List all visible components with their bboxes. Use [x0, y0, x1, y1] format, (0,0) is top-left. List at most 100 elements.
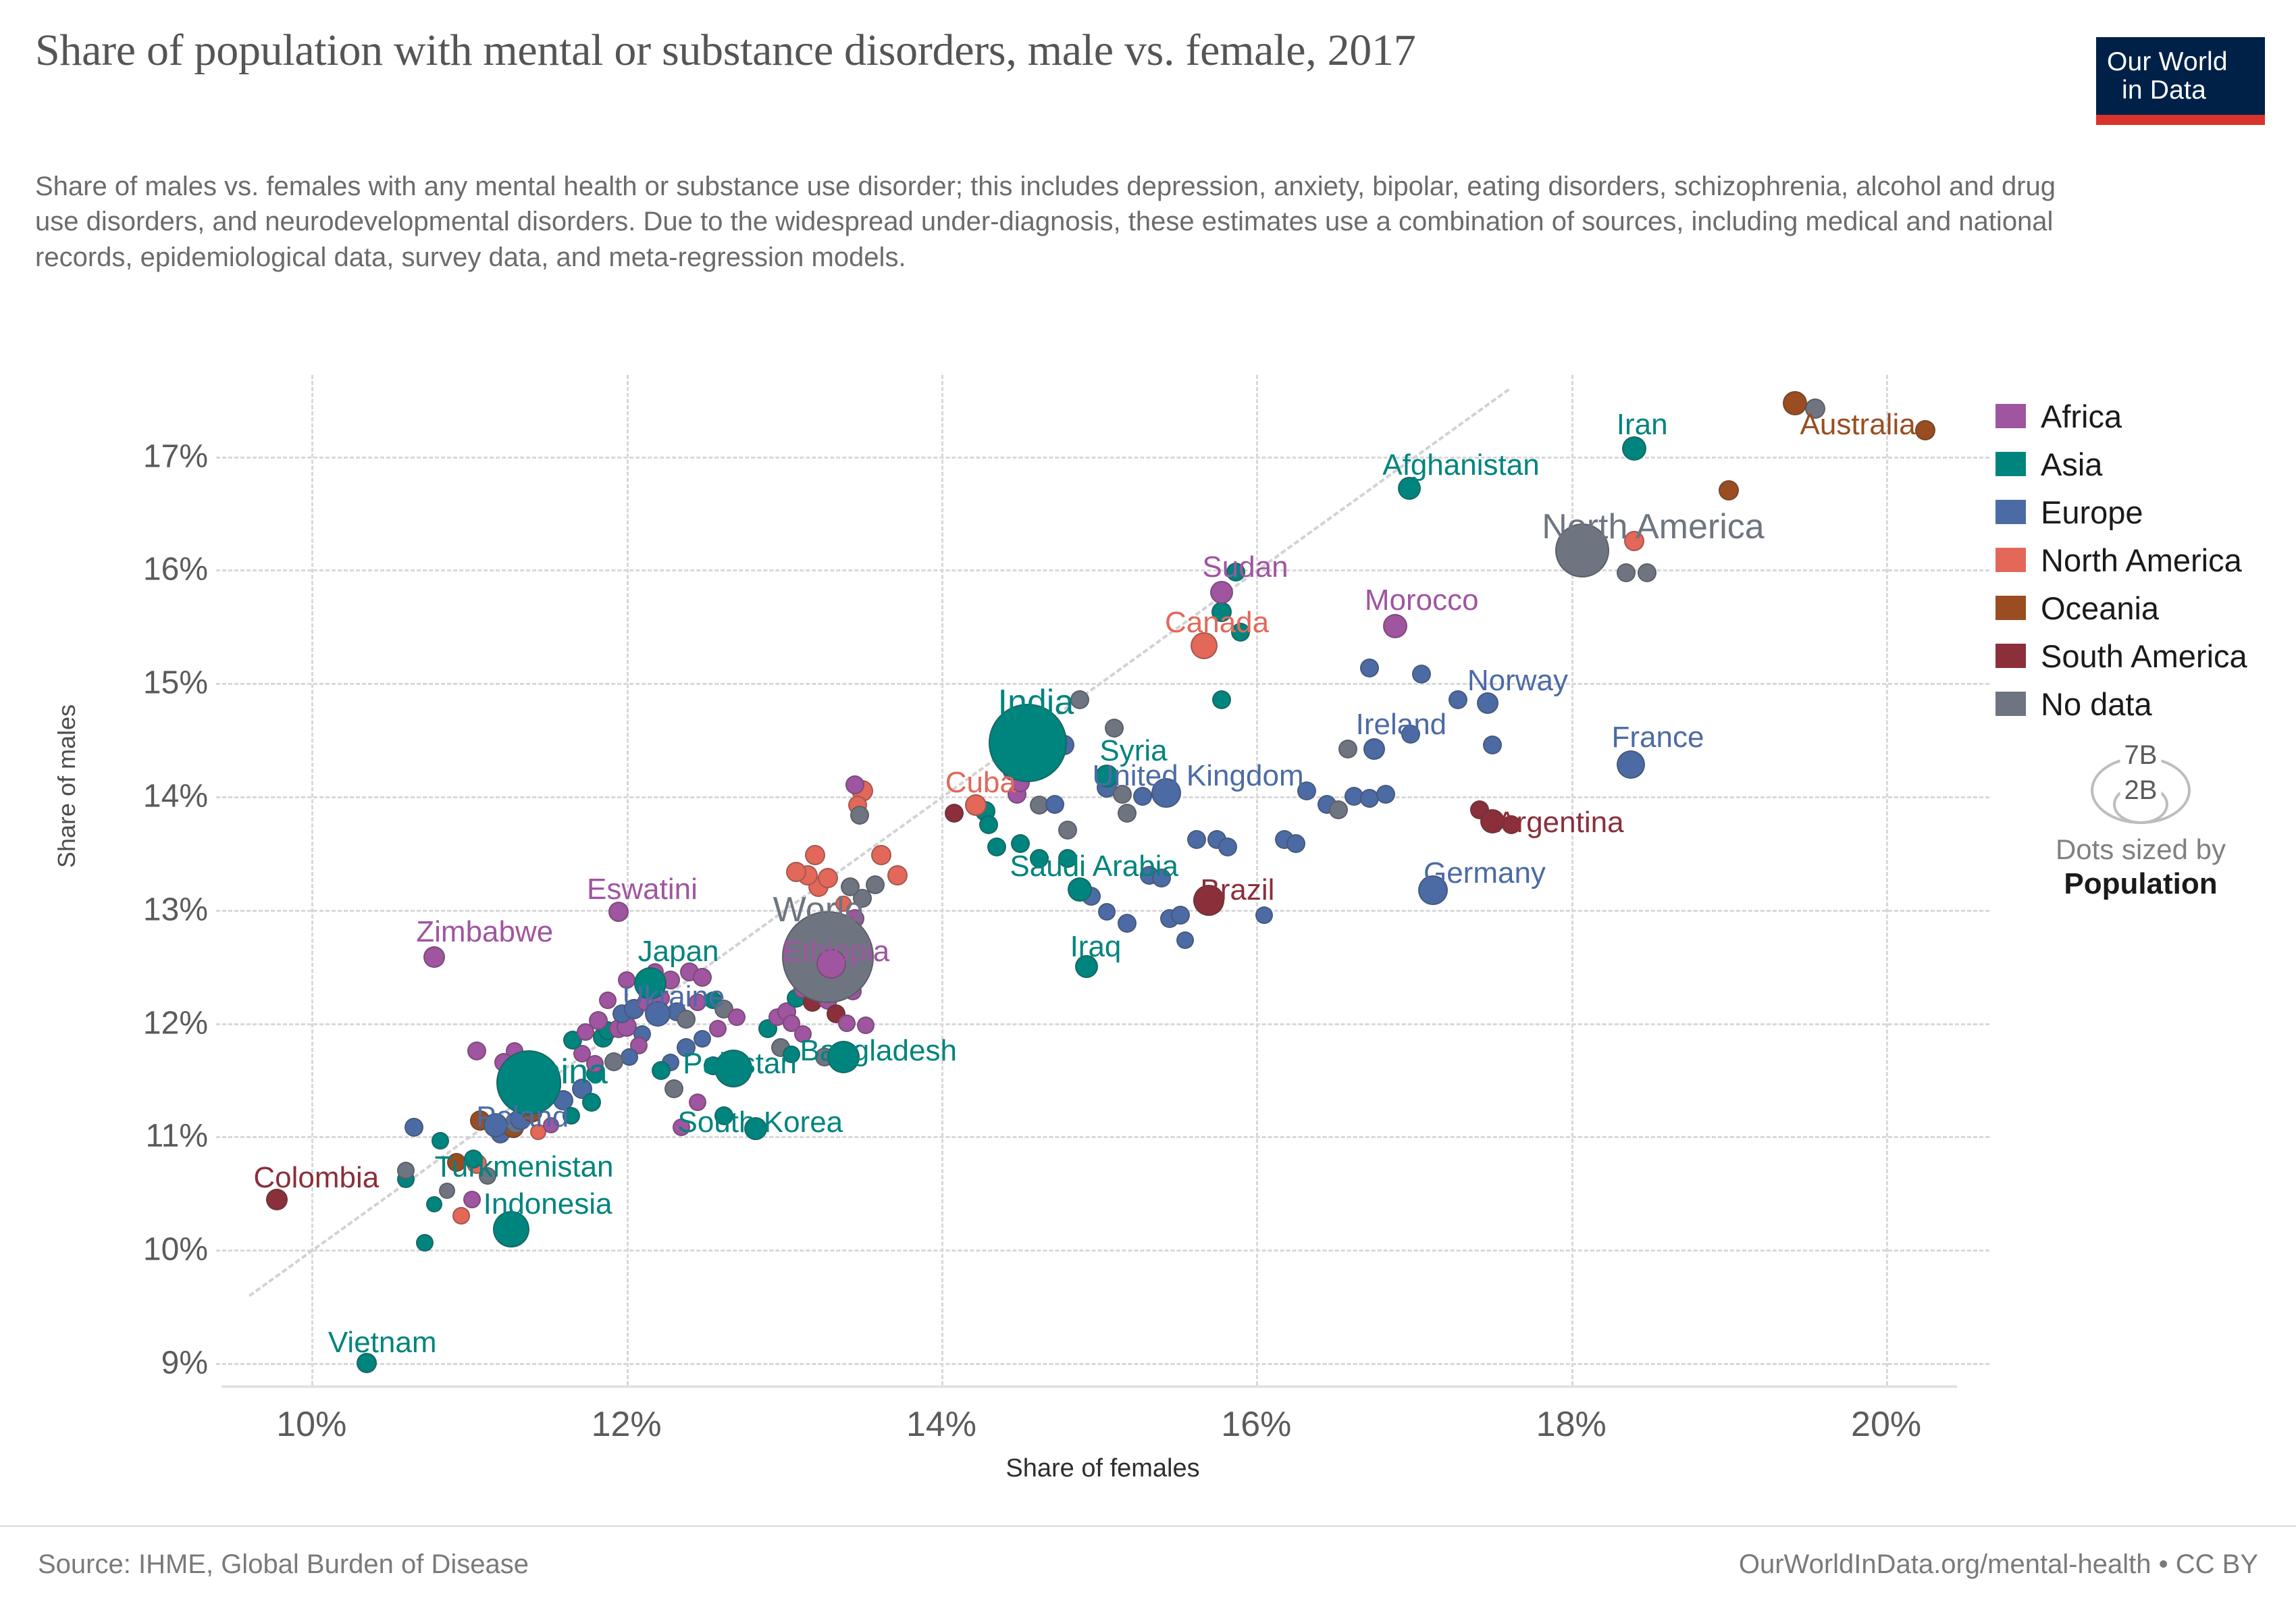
data-point[interactable] [1133, 786, 1153, 806]
data-point[interactable] [463, 1191, 481, 1209]
data-point[interactable] [426, 1195, 443, 1212]
data-point[interactable] [840, 877, 860, 897]
data-point-china[interactable] [496, 1050, 562, 1116]
data-point[interactable] [793, 1025, 812, 1044]
data-point-poland[interactable] [484, 1112, 508, 1137]
data-point[interactable] [1070, 690, 1090, 710]
our-world-in-data-logo[interactable]: Our World in Data [2096, 37, 2265, 125]
data-point-morocco[interactable] [1382, 614, 1407, 639]
data-point[interactable] [704, 991, 722, 1009]
data-point[interactable] [1218, 838, 1238, 857]
data-point-ireland[interactable] [1363, 738, 1386, 760]
data-point[interactable] [979, 815, 998, 834]
data-point[interactable] [416, 1233, 434, 1252]
data-point[interactable] [866, 875, 885, 894]
data-point-syria[interactable] [1095, 764, 1118, 788]
data-point[interactable] [1412, 664, 1432, 684]
data-point[interactable] [1045, 794, 1064, 814]
data-point[interactable] [1360, 659, 1380, 678]
data-point[interactable] [805, 845, 826, 866]
data-point[interactable] [1105, 719, 1124, 738]
data-point[interactable] [677, 1038, 696, 1058]
data-point[interactable] [1186, 829, 1206, 849]
data-point[interactable] [871, 845, 892, 866]
data-point[interactable] [838, 1014, 856, 1032]
legend-item-north-america[interactable]: North America [1995, 542, 2286, 578]
legend-item-oceania[interactable]: Oceania [1995, 590, 2286, 626]
data-point-france[interactable] [1617, 750, 1646, 779]
data-point-cuba[interactable] [965, 794, 987, 817]
data-point[interactable] [1338, 739, 1357, 758]
data-point[interactable] [835, 896, 852, 912]
data-point[interactable] [692, 968, 712, 987]
data-point[interactable] [783, 1046, 801, 1064]
data-point[interactable] [404, 1117, 423, 1137]
data-point[interactable] [1328, 800, 1348, 820]
data-point[interactable] [1029, 849, 1049, 869]
data-point[interactable] [1401, 724, 1420, 744]
data-point[interactable] [1118, 913, 1137, 933]
data-point[interactable] [1226, 562, 1246, 582]
data-point[interactable] [1152, 868, 1172, 887]
data-point[interactable] [397, 1161, 415, 1179]
data-point[interactable] [1231, 622, 1251, 642]
data-point-united-kingdom[interactable] [1151, 777, 1182, 808]
data-point-pakistan[interactable] [714, 1049, 753, 1087]
data-point[interactable] [1718, 480, 1739, 500]
legend-item-africa[interactable]: Africa [1995, 398, 2286, 434]
data-point[interactable] [1010, 834, 1030, 854]
data-point-indonesia[interactable] [493, 1210, 530, 1247]
legend-item-south-america[interactable]: South America [1995, 638, 2286, 674]
data-point[interactable] [651, 1060, 671, 1080]
data-point[interactable] [1212, 690, 1232, 710]
data-point[interactable] [598, 991, 617, 1009]
data-point-eswatini[interactable] [608, 902, 629, 923]
data-point[interactable] [850, 806, 869, 825]
data-point[interactable] [688, 994, 706, 1012]
data-point[interactable] [688, 1093, 706, 1111]
data-point[interactable] [1058, 821, 1077, 840]
legend-item-asia[interactable]: Asia [1995, 446, 2286, 482]
data-point[interactable] [542, 1116, 559, 1133]
data-point[interactable] [1058, 849, 1077, 869]
data-point-colombia[interactable] [265, 1189, 288, 1211]
data-point[interactable] [1255, 906, 1273, 925]
data-point-australia[interactable] [1782, 390, 1807, 415]
data-point-argentina[interactable] [1480, 808, 1505, 833]
data-point[interactable] [1805, 398, 1826, 419]
data-point-japan[interactable] [633, 967, 667, 1000]
data-point[interactable] [452, 1206, 470, 1225]
data-point[interactable] [1448, 690, 1467, 710]
data-point-bangladesh[interactable] [827, 1040, 860, 1073]
data-point[interactable] [432, 1132, 450, 1150]
data-point[interactable] [1637, 563, 1656, 583]
data-point[interactable] [1623, 531, 1644, 552]
data-point-india[interactable] [989, 704, 1068, 783]
data-point-norway[interactable] [1477, 692, 1499, 715]
data-point[interactable] [446, 1152, 466, 1172]
data-point[interactable] [944, 804, 964, 823]
data-point[interactable] [786, 862, 807, 883]
data-point-north-america[interactable] [1555, 523, 1610, 577]
data-point[interactable] [1617, 563, 1636, 583]
data-point[interactable] [1118, 804, 1137, 823]
data-point[interactable] [630, 1037, 648, 1055]
data-point-sudan[interactable] [1210, 580, 1234, 604]
data-point[interactable] [857, 1016, 875, 1034]
data-point[interactable] [714, 1106, 734, 1126]
data-point[interactable] [708, 1019, 727, 1037]
data-point[interactable] [693, 1030, 711, 1048]
license-text[interactable]: OurWorldInData.org/mental-health • CC BY [1738, 1549, 2258, 1579]
data-point-afghanistan[interactable] [1397, 476, 1421, 500]
data-point[interactable] [438, 1182, 455, 1199]
data-point[interactable] [673, 1118, 691, 1136]
data-point[interactable] [479, 1167, 497, 1185]
data-point[interactable] [1211, 601, 1232, 622]
data-point[interactable] [563, 1107, 581, 1125]
data-point[interactable] [727, 1008, 746, 1027]
data-point[interactable] [1483, 736, 1503, 755]
data-point-canada[interactable] [1191, 632, 1218, 659]
data-point[interactable] [621, 1048, 639, 1066]
data-point-turkmenistan[interactable] [464, 1149, 484, 1168]
data-point[interactable] [582, 1092, 602, 1112]
